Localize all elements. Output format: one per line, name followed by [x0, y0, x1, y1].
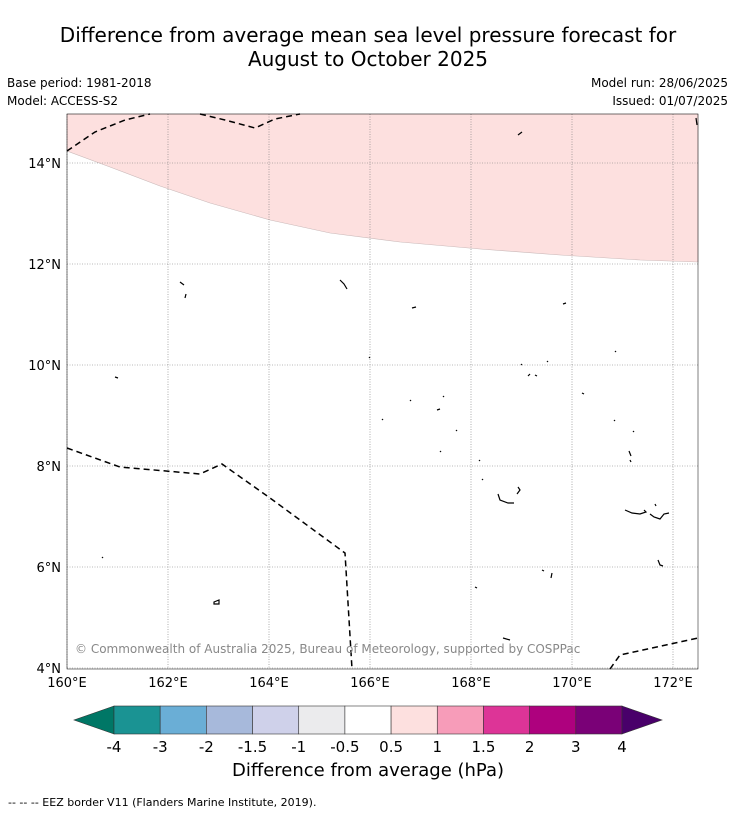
- lon-label-168: 168°E: [451, 676, 491, 691]
- islands: [101, 117, 698, 641]
- lon-labels: 160°E 162°E 164°E 166°E 168°E 170°E 172°…: [47, 676, 693, 691]
- eez-border-south: [609, 637, 699, 670]
- map-title-line-2: August to October 2025: [247, 47, 489, 71]
- island: [411, 306, 417, 309]
- colorbar-tick-label: -1: [291, 738, 306, 756]
- map-area: © Commonwealth of Australia 2025, Bureau…: [66, 113, 699, 670]
- island: [520, 363, 523, 366]
- lon-label-166: 166°E: [350, 676, 390, 691]
- colorbar-tick-label: 0.5: [379, 738, 403, 756]
- colorbar-tick-label: 1.5: [472, 738, 496, 756]
- island: [442, 395, 445, 398]
- island: [527, 373, 538, 377]
- colorbar-tick-label: 3: [571, 738, 581, 756]
- island: [184, 293, 187, 299]
- colorbar-title: Difference from average (hPa): [231, 760, 505, 781]
- colorbar-tick-label: 1: [432, 738, 442, 756]
- island: [541, 569, 553, 579]
- colorbar-swatch: [298, 705, 346, 735]
- island: [114, 376, 119, 379]
- colorbar-tick-label: -2: [199, 738, 214, 756]
- island: [368, 356, 371, 359]
- island: [179, 281, 185, 286]
- colorbar-swatch: [206, 705, 253, 735]
- eez-borders: [66, 113, 699, 670]
- lat-label-10: 10°N: [28, 359, 61, 374]
- island: [581, 392, 585, 395]
- island: [455, 429, 458, 432]
- island: [213, 599, 220, 605]
- colorbar-swatch: [252, 705, 300, 735]
- lon-label-172: 172°E: [653, 676, 693, 691]
- map-title-line-1: Difference from average mean sea level p…: [59, 23, 677, 47]
- island: [632, 430, 635, 433]
- map-frame: [66, 113, 699, 670]
- base-period-label: Base period: 1981-2018: [7, 76, 152, 90]
- island: [502, 637, 511, 641]
- colorbar-tick-label: 2: [525, 738, 535, 756]
- island: [381, 418, 384, 421]
- island: [436, 408, 441, 411]
- colorbar-swatch: [436, 705, 484, 735]
- colorbar-swatch: [390, 705, 438, 735]
- colorbar-extend-high: [621, 705, 663, 735]
- island: [478, 459, 481, 462]
- island: [657, 559, 664, 567]
- model-run-label: Model run: 28/06/2025: [590, 76, 728, 90]
- lon-label-160: 160°E: [47, 676, 87, 691]
- eez-border-mid: [66, 447, 353, 670]
- lat-label-6: 6°N: [37, 561, 62, 576]
- colorbar-swatch: [113, 705, 161, 735]
- island: [654, 503, 657, 507]
- issued-label: Issued: 01/07/2025: [612, 94, 728, 108]
- lat-label-8: 8°N: [37, 460, 62, 475]
- island: [614, 350, 617, 353]
- island: [474, 586, 478, 589]
- island: [695, 117, 698, 126]
- island: [481, 478, 484, 481]
- island: [497, 493, 514, 504]
- island: [546, 360, 549, 363]
- pressure-anomaly-region: [66, 113, 699, 263]
- island: [101, 556, 104, 559]
- colorbar-tick-label: -4: [107, 738, 122, 756]
- lon-label-162: 162°E: [148, 676, 188, 691]
- island: [649, 512, 670, 520]
- lon-label-170: 170°E: [552, 676, 592, 691]
- colorbar-swatch: [483, 705, 530, 735]
- colorbar: -4 -3 -2 -1.5 -1 -0.5 0.5 1 1.5 2 3 4: [73, 705, 663, 756]
- model-label: Model: ACCESS-S2: [7, 94, 119, 108]
- colorbar-tick-label: -0.5: [330, 738, 359, 756]
- island: [562, 302, 567, 305]
- colorbar-tick-label: -3: [153, 738, 168, 756]
- island: [439, 450, 442, 453]
- colorbar-swatch: [344, 705, 392, 735]
- island: [516, 486, 521, 495]
- lat-label-4: 4°N: [37, 662, 62, 677]
- island: [628, 450, 632, 463]
- colorbar-tick-label: 4: [617, 738, 627, 756]
- island: [613, 419, 616, 422]
- island: [339, 279, 348, 290]
- lon-label-164: 164°E: [249, 676, 289, 691]
- island: [517, 131, 523, 136]
- colorbar-swatch: [159, 705, 207, 735]
- lat-label-12: 12°N: [28, 258, 61, 273]
- colorbar-swatch: [529, 705, 577, 735]
- island: [409, 399, 412, 402]
- island: [624, 509, 648, 515]
- lat-label-14: 14°N: [28, 157, 61, 172]
- copyright-notice: © Commonwealth of Australia 2025, Bureau…: [75, 642, 580, 656]
- colorbar-extend-low: [73, 705, 115, 735]
- colorbar-swatch: [575, 705, 623, 735]
- colorbar-tick-label: -1.5: [238, 738, 267, 756]
- lat-labels: 14°N 12°N 10°N 8°N 6°N 4°N: [28, 157, 61, 677]
- eez-footnote: -- -- -- EEZ border V11 (Flanders Marine…: [8, 796, 317, 809]
